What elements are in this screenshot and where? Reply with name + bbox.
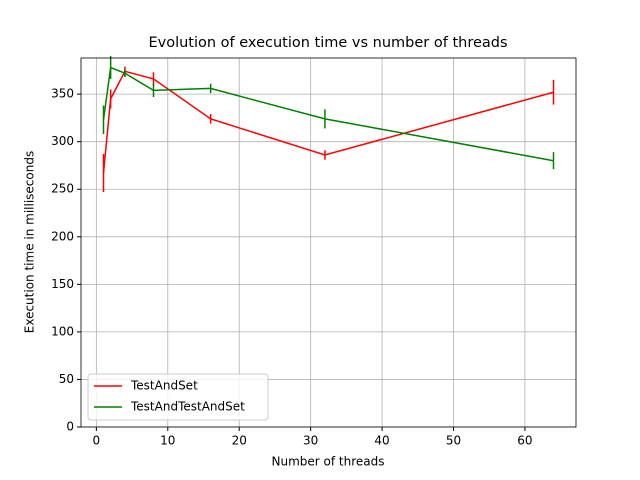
y-tick-label: 250 [51,182,74,196]
y-tick-label: 200 [51,229,74,243]
y-axis-label: Execution time in milliseconds [23,151,37,333]
series-line [102,66,554,162]
x-axis-label: Number of threads [272,455,385,469]
x-tick-label: 0 [93,434,101,448]
x-tick-label: 60 [517,434,532,448]
y-tick-label: 50 [59,372,74,386]
chart-title: Evolution of execution time vs number of… [148,35,507,51]
plot-frame [80,57,577,428]
x-tick-label: 10 [160,434,175,448]
legend-label: TestAndTestAndSet [130,400,245,414]
y-tick-label: 100 [51,324,74,338]
y-tick-label: 0 [66,420,74,434]
y-tick-label: 300 [51,134,74,148]
y-tick-label: 350 [51,87,74,101]
x-tick-label: 40 [374,434,389,448]
x-tick-label: 50 [446,434,461,448]
x-tick-label: 30 [303,434,318,448]
legend-label: TestAndSet [130,379,198,393]
x-tick-label: 20 [232,434,247,448]
series-line [102,70,554,174]
legend-box [87,373,269,421]
y-tick-label: 150 [51,277,74,291]
